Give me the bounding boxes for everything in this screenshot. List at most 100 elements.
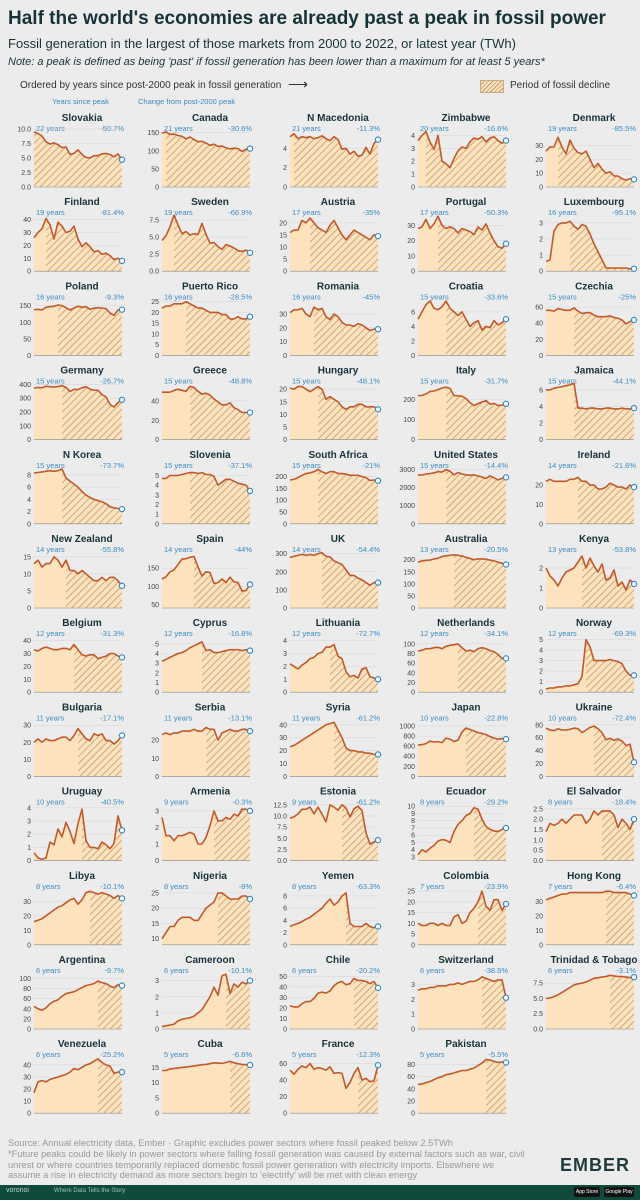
y-tick-label: 10.0	[273, 813, 287, 820]
change-label: -40.5%	[100, 798, 124, 807]
years-since-peak-label: 21 years	[292, 124, 321, 133]
series-line	[33, 890, 123, 923]
y-tick-label: 1	[155, 512, 159, 519]
chart-title: Ireland	[578, 450, 611, 461]
y-tick-label: 0	[155, 774, 159, 781]
y-tick-label: 1	[539, 679, 543, 686]
years-since-peak-label: 13 years	[548, 545, 577, 554]
y-tick-label: 15	[279, 399, 287, 406]
y-tick-label: 5	[411, 932, 415, 939]
y-tick-label: 20	[279, 748, 287, 755]
y-tick-label: 50	[151, 602, 159, 609]
change-label: -10.1%	[100, 882, 124, 891]
decline-region	[486, 1059, 506, 1114]
chart-title: Venezuela	[58, 1039, 107, 1050]
latest-value-marker	[374, 136, 382, 143]
decline-region	[98, 981, 122, 1029]
chart-title: Nigeria	[193, 871, 227, 882]
y-tick-label: 8	[283, 893, 287, 900]
y-tick-label: 7	[411, 825, 415, 832]
y-tick-label: 0	[539, 269, 543, 276]
y-tick-label: 0	[411, 774, 415, 781]
y-tick-label: 100	[147, 584, 159, 591]
chart-title: Slovakia	[62, 113, 103, 124]
chart-title: Sweden	[191, 197, 229, 208]
change-label: -44%	[234, 545, 252, 554]
decline-region	[454, 554, 506, 608]
y-tick-label: 0	[155, 690, 159, 697]
y-tick-label: 2	[411, 997, 415, 1004]
change-label: -20.5%	[484, 545, 508, 554]
y-tick-label: 10	[407, 921, 415, 928]
years-since-peak-label: 11 years	[36, 713, 64, 722]
years-since-peak-label: 14 years	[36, 545, 65, 554]
decline-region	[582, 556, 634, 608]
change-label: -69.3%	[612, 629, 636, 638]
series-line	[545, 555, 635, 591]
series-line	[417, 1058, 507, 1086]
y-tick-label: 5	[539, 637, 543, 644]
series-line	[161, 726, 251, 741]
series-line	[545, 220, 634, 270]
latest-value-marker	[502, 1059, 510, 1066]
y-tick-label: 20	[535, 157, 543, 164]
y-tick-label: 40	[279, 722, 287, 729]
header: Half the world's economies are already p…	[0, 0, 640, 96]
y-tick-label: 2.5	[149, 252, 159, 259]
chart-title: Libya	[69, 871, 96, 882]
app-store-badge[interactable]: App Store	[574, 1187, 600, 1197]
chart-title: Jamaica	[574, 366, 614, 377]
years-since-peak-label: 14 years	[548, 461, 577, 470]
y-tick-label: 2	[411, 159, 415, 166]
y-tick-label: 4	[539, 648, 543, 655]
y-tick-label: 30	[407, 223, 415, 230]
decline-region	[206, 727, 250, 777]
y-tick-label: 10	[23, 928, 31, 935]
y-tick-label: 0	[27, 942, 31, 949]
y-tick-label: 0	[283, 606, 287, 613]
chart-title: Denmark	[573, 113, 616, 124]
y-tick-label: 80	[407, 651, 415, 658]
series-line	[33, 217, 123, 262]
latest-value-marker	[502, 994, 510, 1001]
y-tick-label: 100	[19, 320, 31, 327]
google-play-badge[interactable]: Google Play	[604, 1187, 634, 1197]
chart-title: Netherlands	[437, 618, 495, 629]
y-tick-label: 3	[411, 854, 415, 861]
chart-title: Cameroon	[185, 955, 234, 966]
latest-value-marker	[374, 232, 382, 240]
series-line	[161, 131, 251, 153]
y-tick-label: 0	[539, 942, 543, 949]
decline-region	[190, 386, 250, 440]
y-tick-label: 30	[535, 899, 543, 906]
chart-title: Italy	[456, 366, 476, 377]
change-label: -50.3%	[484, 208, 508, 217]
chart-title: Ukraine	[576, 702, 613, 713]
y-tick-label: 80	[23, 986, 31, 993]
y-tick-label: 400	[403, 754, 415, 761]
decline-region	[594, 726, 634, 777]
y-tick-label: 200	[275, 474, 287, 481]
series-line	[33, 131, 123, 161]
chart-title: Argentina	[59, 955, 106, 966]
chart-libya: Libya 8 years -10.1% 0 10 20 30	[23, 871, 126, 949]
y-tick-label: 6	[411, 309, 415, 316]
latest-value-marker	[246, 487, 254, 495]
decline-region	[218, 892, 250, 945]
change-label: -45%	[362, 292, 380, 301]
latest-value-marker	[502, 240, 510, 247]
y-tick-label: 200	[403, 397, 415, 404]
y-tick-label: 20	[151, 738, 159, 745]
years-since-peak-label: 15 years	[164, 461, 193, 470]
